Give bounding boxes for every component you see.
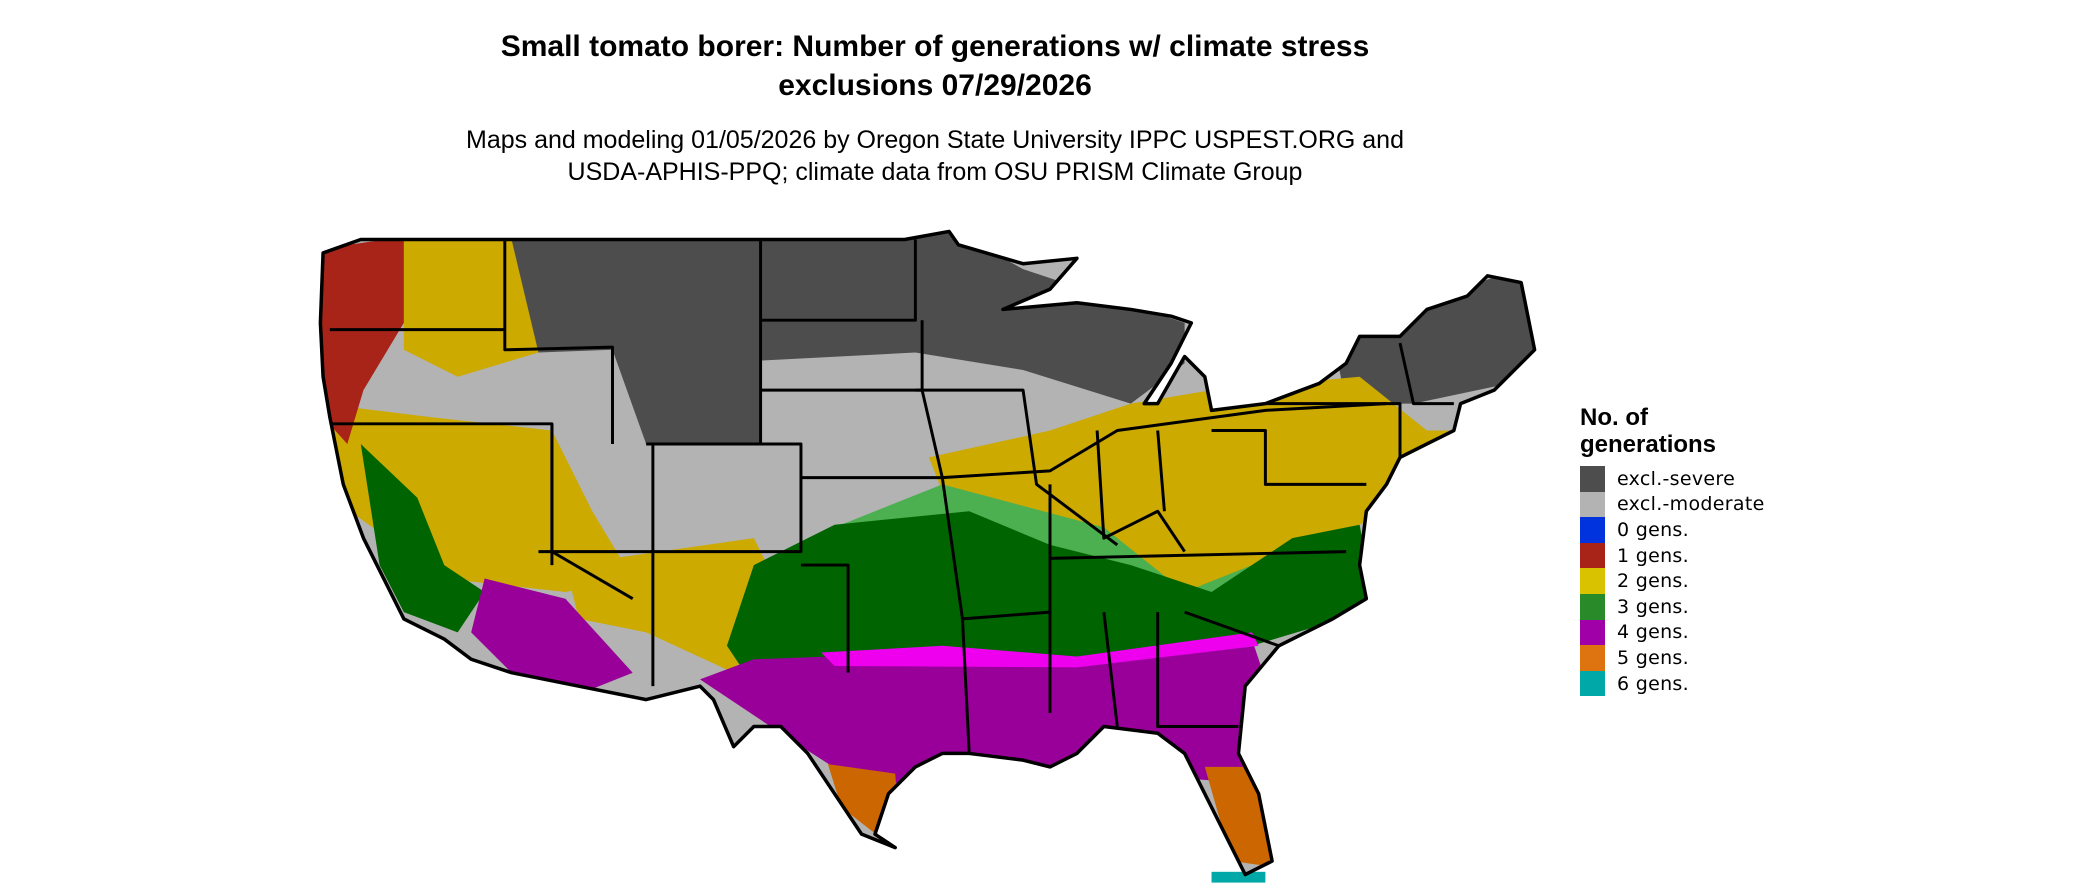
legend-swatch [1580, 593, 1605, 620]
legend-swatch [1580, 542, 1605, 569]
legend-label: excl.-severe [1617, 467, 1736, 490]
legend-items: excl.-severe excl.-moderate 0 gens. 1 gens.… [1580, 466, 1765, 697]
legend-item: 3 gens. [1580, 593, 1765, 620]
legend-swatch [1580, 491, 1605, 518]
legend-item: 5 gens. [1580, 645, 1765, 671]
region-1-gen [320, 236, 404, 444]
legend-label: 1 gens. [1617, 544, 1689, 567]
region-3-gens-california [360, 443, 485, 633]
region-excl-severe-north [504, 231, 1185, 444]
legend-title-line2: generations [1580, 431, 1717, 458]
region-4-gens-arizona [471, 578, 633, 689]
map-subtitle-line2: USDA-APHIS-PPQ; climate data from OSU PR… [567, 158, 1303, 186]
legend-label: 2 gens. [1617, 570, 1689, 593]
map-subtitle-line1: Maps and modeling 01/05/2026 by Oregon S… [466, 126, 1404, 154]
legend-item: 4 gens. [1580, 619, 1765, 646]
legend-swatch [1580, 645, 1605, 671]
state-borders [318, 229, 1537, 877]
region-6-gens-keys [1211, 871, 1266, 883]
legend-label: excl.-moderate [1617, 493, 1765, 516]
legend-swatch [1580, 466, 1605, 492]
legend-swatch [1580, 568, 1605, 594]
region-5-gens-texas [827, 764, 902, 855]
legend-label: 4 gens. [1617, 621, 1689, 644]
legend-swatch [1580, 670, 1605, 697]
legend-item: 1 gens. [1580, 542, 1765, 569]
legend-label: 5 gens. [1617, 646, 1689, 669]
region-2-gens-southwest [565, 538, 781, 673]
legend-title: No. of generations [1580, 404, 1765, 458]
region-excl-severe-northeast [1332, 262, 1535, 404]
legend-label: 6 gens. [1617, 672, 1689, 695]
map-title-line2: exclusions 07/29/2026 [778, 69, 1092, 102]
map-title-line1: Small tomato borer: Number of generation… [500, 30, 1370, 63]
legend-title-line1: No. of [1580, 404, 1648, 431]
legend-label: 3 gens. [1617, 595, 1689, 618]
legend-item: excl.-moderate [1580, 491, 1765, 518]
legend-swatch [1580, 517, 1605, 543]
legend-item: 0 gens. [1580, 517, 1765, 543]
map-subtitle: Maps and modeling 01/05/2026 by Oregon S… [0, 124, 1870, 188]
legend-item: 6 gens. [1580, 670, 1765, 697]
legend-label: 0 gens. [1617, 518, 1689, 541]
legend-swatch [1580, 619, 1605, 646]
legend-item: excl.-severe [1580, 466, 1765, 492]
legend-item: 2 gens. [1580, 568, 1765, 594]
region-4-gens-bright [821, 632, 1259, 668]
map-title: Small tomato borer: Number of generation… [0, 27, 1870, 105]
legend: No. of generations excl.-severe excl.-mod… [1580, 404, 1765, 697]
